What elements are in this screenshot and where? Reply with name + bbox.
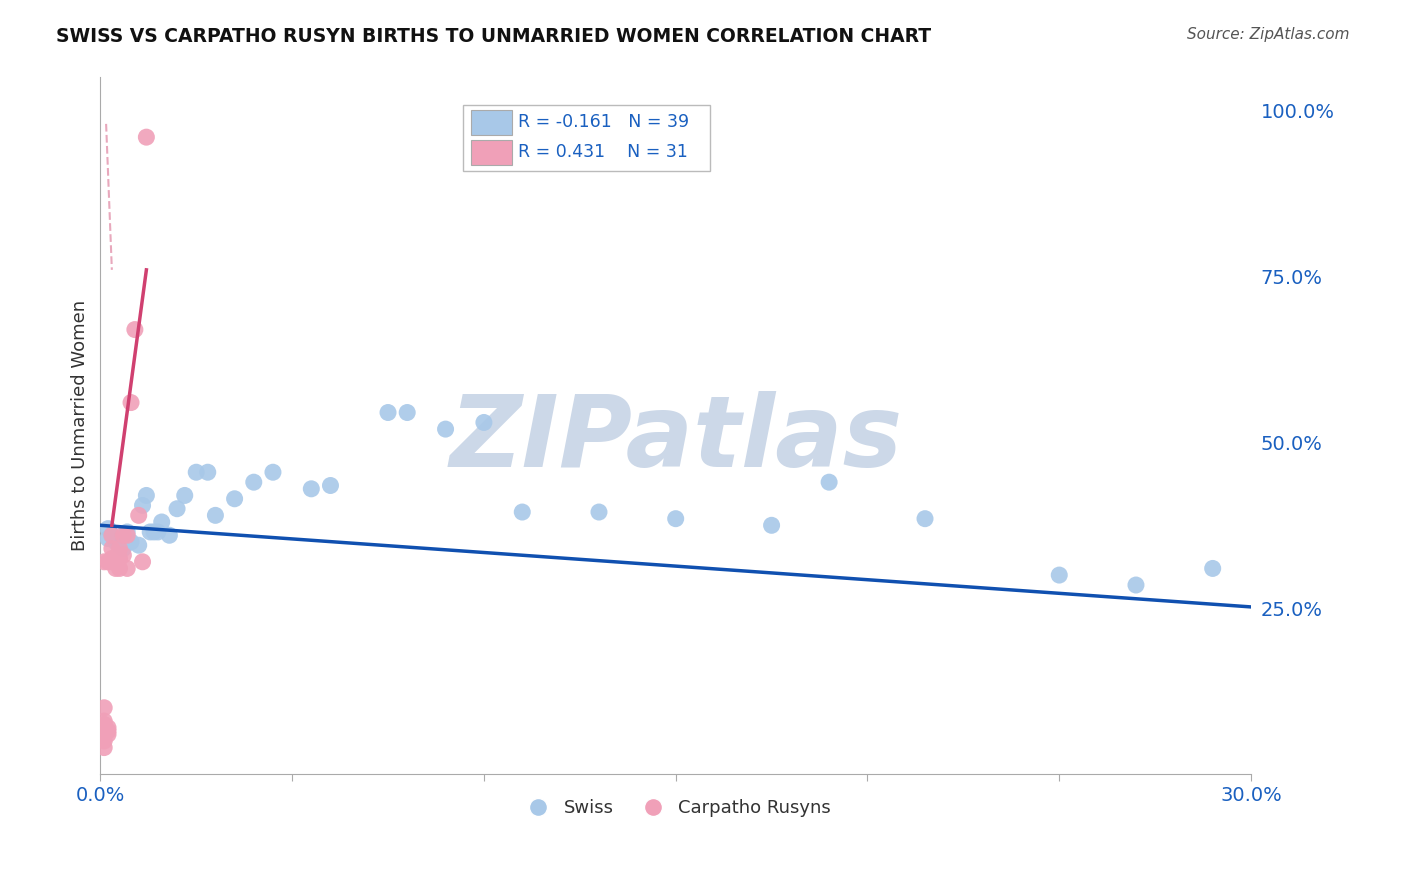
Point: [186, 465, 208, 479]
Point: [914, 511, 936, 525]
Point: [97, 721, 120, 735]
Point: [1202, 561, 1225, 575]
Point: [299, 482, 322, 496]
Point: [224, 491, 246, 506]
Point: [101, 528, 124, 542]
Point: [93, 727, 115, 741]
Point: [135, 130, 157, 145]
Point: [115, 561, 138, 575]
Point: [173, 488, 195, 502]
Point: [396, 405, 419, 419]
Point: [120, 535, 142, 549]
Point: [665, 511, 688, 525]
Point: [93, 724, 115, 739]
Point: [150, 515, 173, 529]
Point: [242, 475, 264, 490]
Point: [135, 488, 157, 502]
Point: [761, 518, 783, 533]
Point: [166, 501, 188, 516]
Point: [131, 499, 153, 513]
Text: Source: ZipAtlas.com: Source: ZipAtlas.com: [1187, 27, 1350, 42]
Point: [197, 465, 219, 479]
Point: [97, 532, 120, 546]
Point: [93, 714, 115, 728]
Point: [104, 535, 127, 549]
Point: [101, 555, 124, 569]
Point: [472, 416, 495, 430]
Point: [131, 555, 153, 569]
Point: [101, 528, 124, 542]
Text: SWISS VS CARPATHO RUSYN BIRTHS TO UNMARRIED WOMEN CORRELATION CHART: SWISS VS CARPATHO RUSYN BIRTHS TO UNMARR…: [56, 27, 931, 45]
Point: [93, 734, 115, 748]
Point: [143, 524, 166, 539]
Point: [128, 508, 150, 523]
Point: [112, 548, 135, 562]
FancyBboxPatch shape: [471, 140, 512, 165]
Point: [434, 422, 457, 436]
Text: R = -0.161   N = 39: R = -0.161 N = 39: [517, 113, 689, 131]
Y-axis label: Births to Unmarried Women: Births to Unmarried Women: [72, 301, 89, 551]
Point: [112, 528, 135, 542]
Point: [97, 555, 120, 569]
Point: [146, 524, 169, 539]
Legend: Swiss, Carpatho Rusyns: Swiss, Carpatho Rusyns: [513, 792, 838, 824]
Point: [124, 322, 146, 336]
Point: [101, 551, 124, 566]
Point: [104, 555, 127, 569]
Text: R = 0.431    N = 31: R = 0.431 N = 31: [517, 143, 688, 161]
Point: [108, 538, 131, 552]
Point: [120, 395, 142, 409]
Text: ZIPatlas: ZIPatlas: [449, 392, 903, 488]
Point: [319, 478, 342, 492]
Point: [115, 524, 138, 539]
Point: [377, 405, 399, 419]
Point: [115, 528, 138, 542]
FancyBboxPatch shape: [463, 105, 710, 171]
Point: [139, 524, 162, 539]
Point: [108, 541, 131, 556]
Point: [1047, 568, 1070, 582]
Point: [1125, 578, 1147, 592]
Point: [97, 724, 120, 739]
Point: [108, 551, 131, 566]
Point: [262, 465, 284, 479]
Point: [157, 528, 180, 542]
Point: [204, 508, 226, 523]
Point: [112, 541, 135, 556]
Point: [97, 522, 120, 536]
Point: [97, 727, 120, 741]
Point: [104, 561, 127, 575]
Point: [510, 505, 533, 519]
Point: [128, 538, 150, 552]
Point: [108, 561, 131, 575]
Point: [818, 475, 841, 490]
Point: [93, 700, 115, 714]
Point: [588, 505, 610, 519]
FancyBboxPatch shape: [471, 111, 512, 136]
Point: [93, 555, 115, 569]
Point: [93, 740, 115, 755]
Point: [93, 717, 115, 731]
Point: [104, 551, 127, 566]
Point: [101, 541, 124, 556]
